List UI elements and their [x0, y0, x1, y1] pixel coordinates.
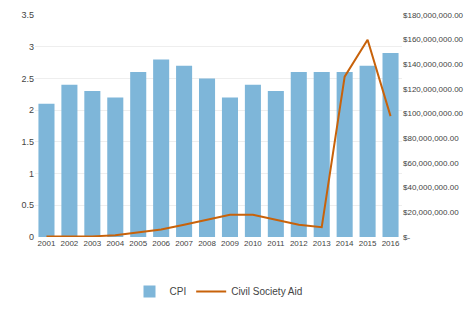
- svg-text:1.5: 1.5: [21, 137, 34, 147]
- svg-text:2.5: 2.5: [21, 74, 34, 84]
- svg-text:3: 3: [29, 42, 34, 52]
- svg-text:2011: 2011: [267, 239, 285, 248]
- svg-text:$-: $-: [403, 233, 410, 242]
- svg-text:2005: 2005: [129, 239, 147, 248]
- svg-text:CPI: CPI: [170, 286, 187, 297]
- svg-text:$100,000,000.00: $100,000,000.00: [403, 109, 464, 118]
- svg-text:$20,000,000.00: $20,000,000.00: [403, 208, 459, 217]
- svg-text:$80,000,000.00: $80,000,000.00: [403, 134, 459, 143]
- svg-text:2001: 2001: [38, 239, 56, 248]
- svg-text:0.5: 0.5: [21, 200, 34, 210]
- svg-text:2009: 2009: [221, 239, 239, 248]
- svg-text:$60,000,000.00: $60,000,000.00: [403, 159, 459, 168]
- svg-text:$140,000,000.00: $140,000,000.00: [403, 60, 464, 69]
- svg-text:2006: 2006: [152, 239, 170, 248]
- svg-text:Civil Society Aid: Civil Society Aid: [231, 286, 302, 297]
- svg-text:2002: 2002: [61, 239, 79, 248]
- svg-text:2012: 2012: [290, 239, 308, 248]
- svg-text:$160,000,000.00: $160,000,000.00: [403, 35, 464, 44]
- svg-text:2004: 2004: [106, 239, 124, 248]
- svg-text:2008: 2008: [198, 239, 216, 248]
- svg-text:2015: 2015: [359, 239, 377, 248]
- svg-text:2: 2: [29, 105, 34, 115]
- svg-text:$40,000,000.00: $40,000,000.00: [403, 183, 459, 192]
- svg-text:2016: 2016: [382, 239, 400, 248]
- svg-text:2014: 2014: [336, 239, 354, 248]
- svg-text:2003: 2003: [83, 239, 101, 248]
- svg-text:1: 1: [29, 169, 34, 179]
- svg-text:3.5: 3.5: [21, 10, 34, 20]
- svg-text:2007: 2007: [175, 239, 193, 248]
- svg-text:2010: 2010: [244, 239, 262, 248]
- svg-text:0: 0: [29, 232, 34, 242]
- svg-text:2013: 2013: [313, 239, 331, 248]
- svg-text:$180,000,000.00: $180,000,000.00: [403, 11, 464, 20]
- svg-text:$120,000,000.00: $120,000,000.00: [403, 85, 464, 94]
